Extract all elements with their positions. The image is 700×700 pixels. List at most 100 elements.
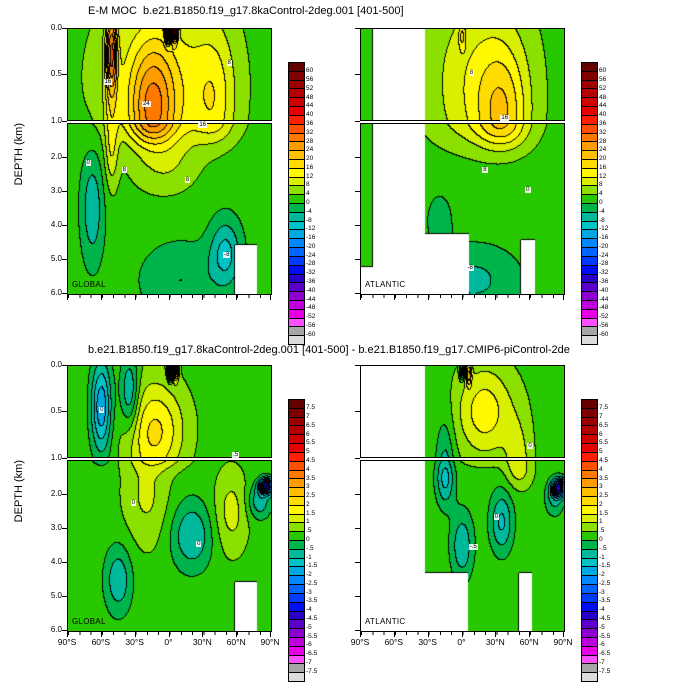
y-tick-label: 1.0 xyxy=(50,116,62,125)
colorbar-cell xyxy=(289,435,304,445)
colorbar-cell xyxy=(289,400,304,409)
colorbar-tick-label: 36 xyxy=(306,119,314,127)
colorbar-tick-label: -24 xyxy=(599,251,609,259)
colorbar-tick-label: 3 xyxy=(306,483,310,491)
colorbar-tick-label: 48 xyxy=(306,93,314,101)
colorbar-tick-label: -40 xyxy=(306,286,316,294)
colorbar-cell xyxy=(582,470,597,480)
y-tick-label: 2.0 xyxy=(50,152,62,161)
colorbar-cell xyxy=(582,611,597,621)
colorbar-cell xyxy=(582,71,597,81)
contour-value-label: 16 xyxy=(500,115,510,121)
colorbar-tick-label: 3 xyxy=(599,483,603,491)
colorbar-tick-label: 6 xyxy=(599,430,603,438)
colorbar-tick-label: -1.5 xyxy=(306,562,318,570)
colorbar-tick-label: 16 xyxy=(306,163,314,171)
colorbar-cell xyxy=(289,452,304,462)
colorbar-tick-label: -1 xyxy=(306,553,312,561)
colorbar-cell xyxy=(289,204,304,213)
colorbar-cell xyxy=(289,426,304,436)
colorbar-cell xyxy=(582,195,597,204)
y-tick-label: 3.0 xyxy=(50,186,62,195)
contour-value-label: 0 xyxy=(525,187,531,193)
colorbar-tick-label: -36 xyxy=(306,278,316,286)
colorbar-cell xyxy=(289,151,304,160)
colorbar-tick-label: 24 xyxy=(599,146,607,154)
contour-value-label: -8 xyxy=(466,265,474,272)
colorbar-cell xyxy=(582,327,597,337)
colorbar-tick-label: 6 xyxy=(306,430,310,438)
colorbar-tick-label: 4 xyxy=(306,190,310,198)
x-major-tick xyxy=(236,295,238,300)
x-major-tick xyxy=(270,295,271,300)
y-tick-label: 6.0 xyxy=(50,625,62,634)
colorbar-tick-label: -40 xyxy=(599,286,609,294)
contour-value-label: 0 xyxy=(130,500,136,507)
colorbar-cell xyxy=(582,239,597,249)
colorbar-tick-label: 32 xyxy=(599,128,607,136)
colorbar-cell xyxy=(289,177,304,187)
x-major-tick xyxy=(168,295,170,300)
colorbar-tick-label: -7.5 xyxy=(306,667,318,675)
colorbar-atlantic-top xyxy=(581,62,598,345)
x-minor-ticks xyxy=(361,632,564,635)
colorbar-tick-label: 8 xyxy=(306,181,310,189)
y-major-tick xyxy=(355,191,360,192)
colorbar-cell xyxy=(289,620,304,630)
y-major-tick xyxy=(355,121,360,122)
colorbar-tick-label: -36 xyxy=(599,278,609,286)
x-major-tick xyxy=(134,295,136,300)
colorbar-cell xyxy=(289,514,304,524)
y-major-tick xyxy=(355,365,360,366)
x-major-tick xyxy=(202,295,204,300)
colorbar-cell xyxy=(582,637,597,647)
colorbar-cell xyxy=(582,80,597,90)
colorbar-cell xyxy=(582,452,597,462)
colorbar-cell xyxy=(582,230,597,240)
colorbar-tick-label: 7 xyxy=(599,413,603,421)
x-major-tick xyxy=(100,295,102,300)
colorbar-tick-label: .5 xyxy=(306,527,312,535)
colorbar-tick-label: -16 xyxy=(599,234,609,242)
colorbar-tick-label: -4 xyxy=(306,606,312,614)
colorbar-cell xyxy=(289,611,304,621)
colorbar-tick-label: -7.5 xyxy=(599,667,611,675)
colorbar-tick-label: 2 xyxy=(599,500,603,508)
y-major-tick xyxy=(62,494,67,495)
y-major-tick xyxy=(62,528,67,529)
colorbar-cell xyxy=(582,98,597,108)
colorbar-tick-label: 44 xyxy=(306,102,314,110)
colorbar-tick-label: 12 xyxy=(306,172,314,180)
contour-value-label: 0 xyxy=(493,513,499,520)
colorbar-cell xyxy=(582,532,597,541)
colorbar-cell xyxy=(289,593,304,603)
x-major-tick xyxy=(427,295,429,300)
colorbar-tick-label: 2 xyxy=(306,500,310,508)
colorbar-tick-label: -8 xyxy=(306,216,312,224)
x-minor-ticks xyxy=(68,632,271,635)
colorbar-cell xyxy=(582,177,597,187)
colorbar-tick-label: 5 xyxy=(306,448,310,456)
colorbar-cell xyxy=(289,89,304,99)
y-major-tick xyxy=(62,28,67,29)
x-tick-label: 30°S xyxy=(418,637,437,647)
figure-title-top: E-M MOC b.e21.B1850.f19_g17.8kaControl-2… xyxy=(88,5,404,17)
colorbar-tick-label: -52 xyxy=(306,313,316,321)
x-major-tick xyxy=(360,295,361,300)
colorbar-tick-label: -5.5 xyxy=(599,632,611,640)
colorbar-cell xyxy=(582,496,597,506)
y-major-tick xyxy=(355,458,360,459)
y-major-tick xyxy=(62,293,67,294)
colorbar-tick-label: -16 xyxy=(306,234,316,242)
colorbar-atlantic-diff xyxy=(581,399,598,682)
x-tick-label: 30°N xyxy=(485,637,505,647)
contour-value-label: 8 xyxy=(482,166,488,173)
x-tick-label: 60°S xyxy=(91,637,111,647)
colorbar-tick-label: 0 xyxy=(306,536,310,543)
y-major-tick xyxy=(62,562,67,563)
colorbar-cell xyxy=(289,673,304,681)
colorbar-tick-label: -24 xyxy=(306,251,316,259)
colorbar-tick-label: 20 xyxy=(599,155,607,163)
colorbar-cell xyxy=(289,646,304,656)
colorbar-cell xyxy=(289,408,304,418)
